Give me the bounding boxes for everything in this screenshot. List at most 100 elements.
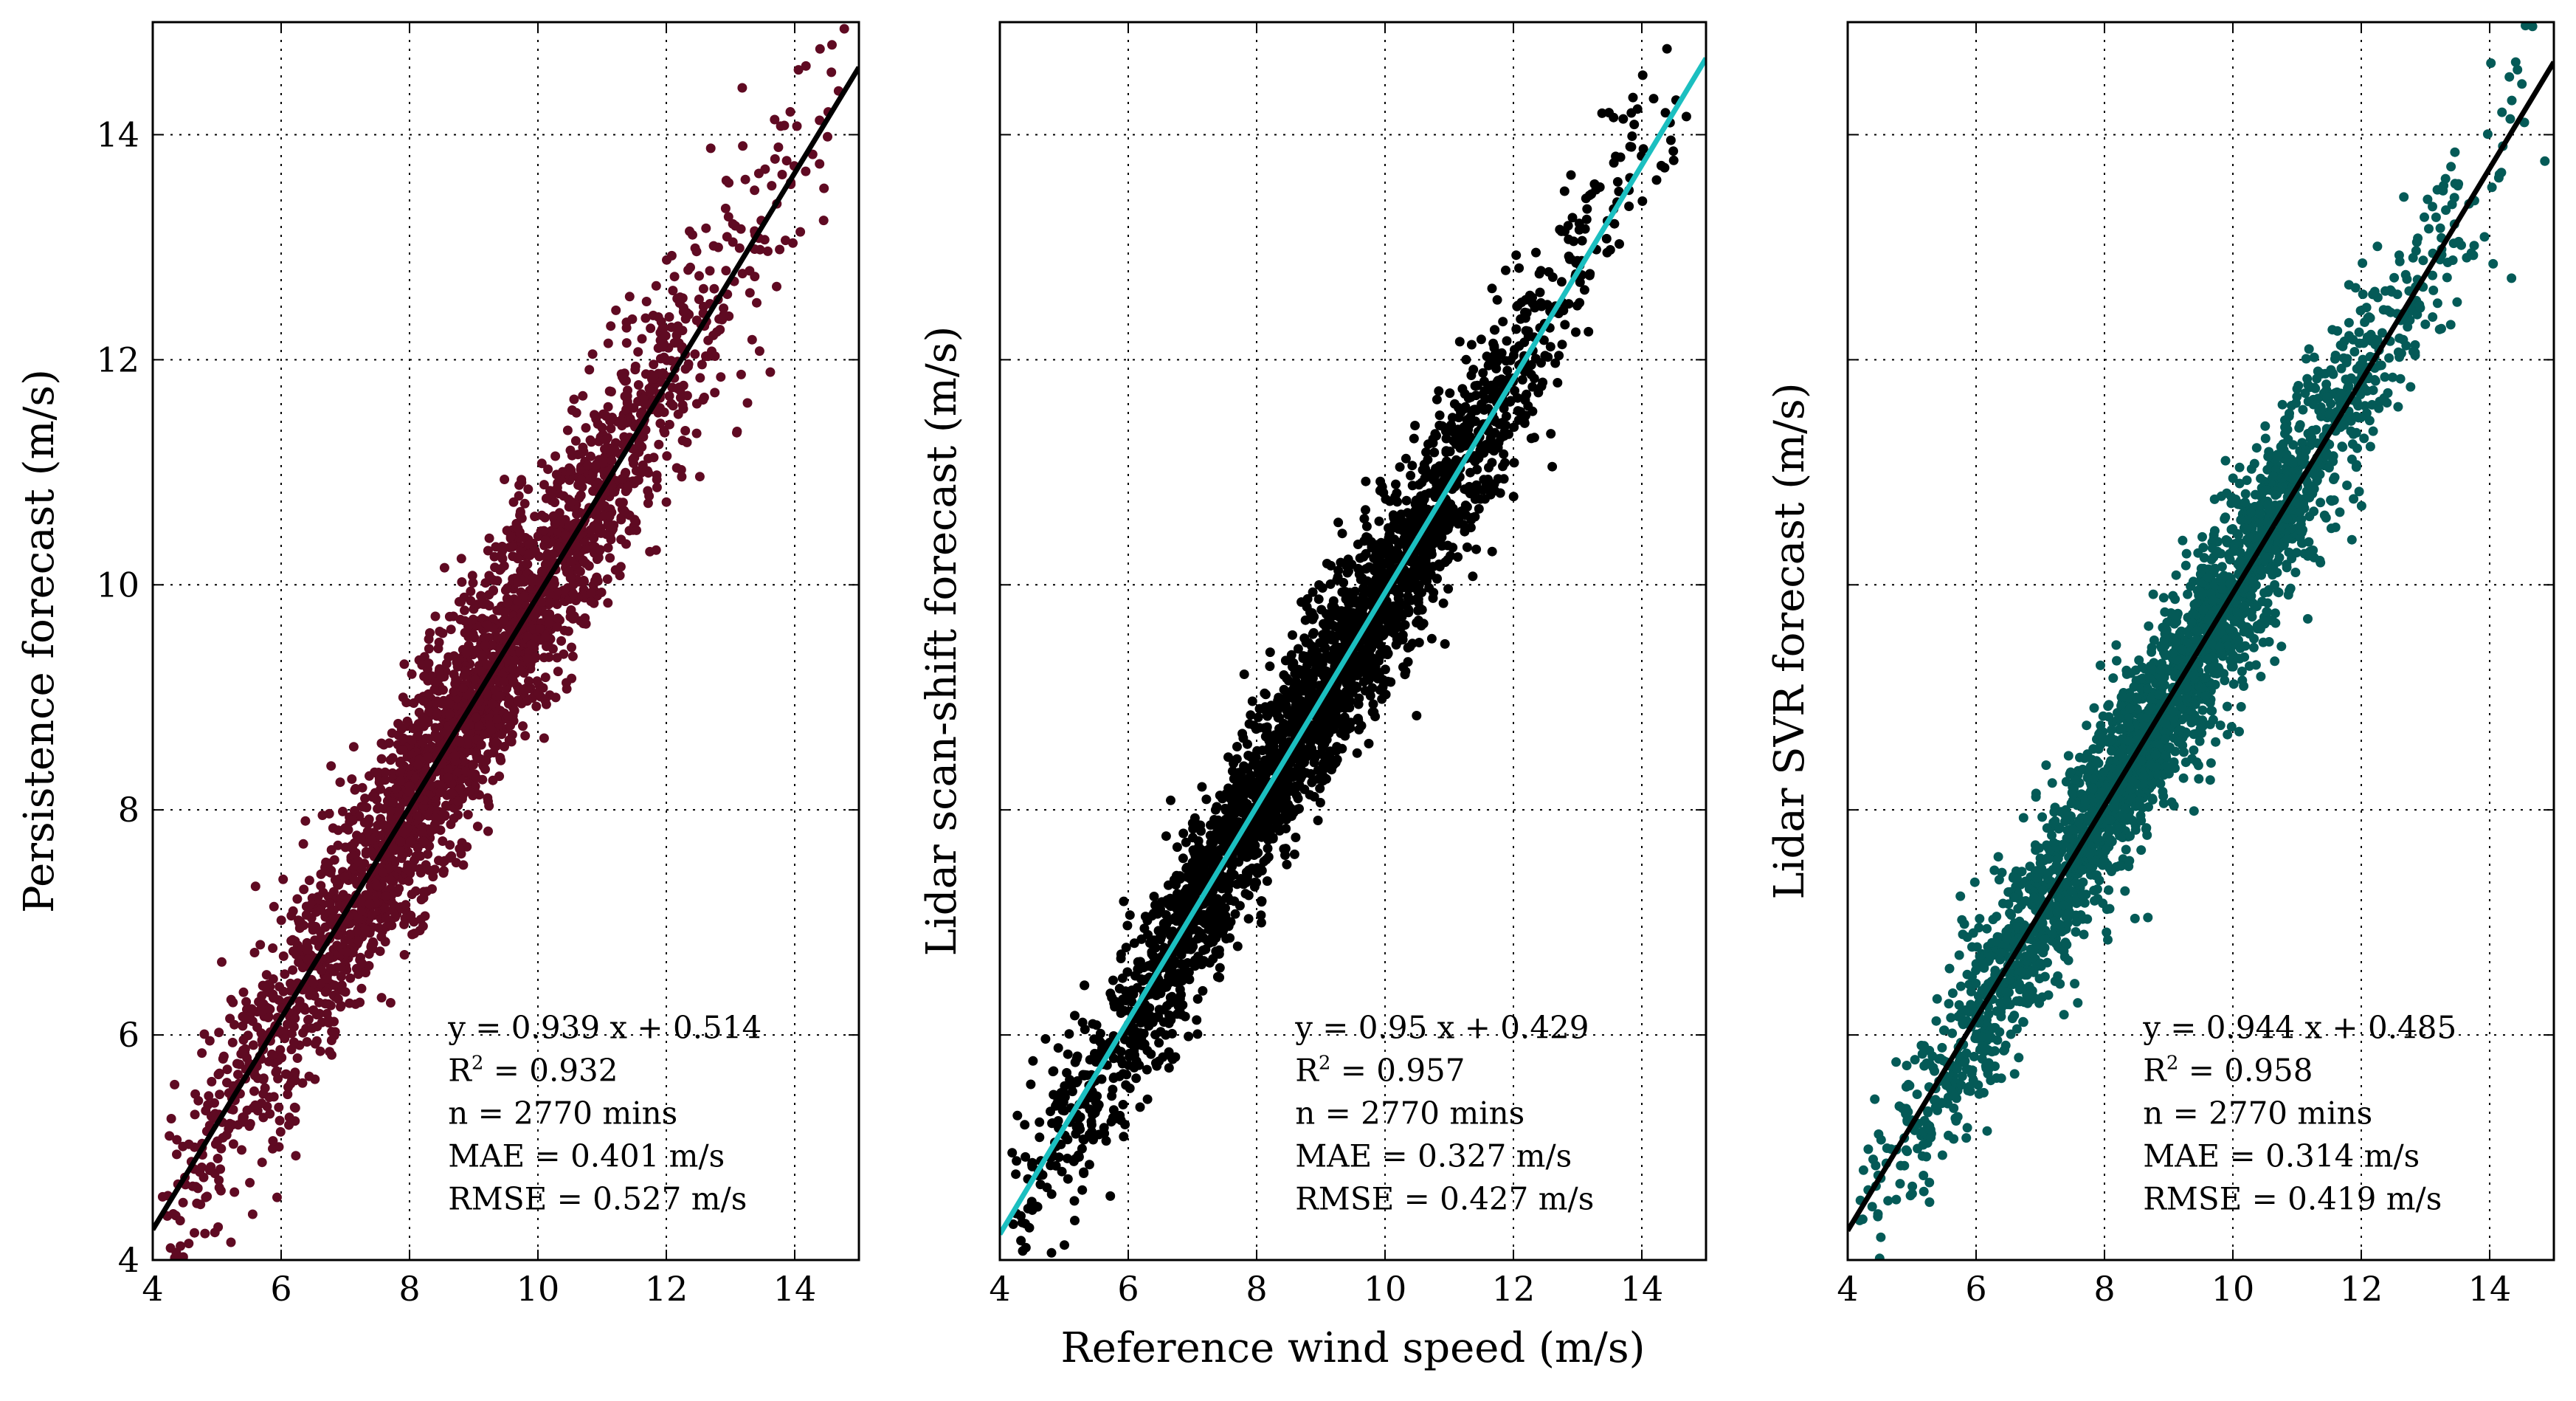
data-point [500, 475, 510, 484]
data-point [317, 810, 328, 820]
data-point [301, 910, 311, 920]
data-point [255, 940, 266, 950]
data-point [581, 619, 591, 629]
data-point [1063, 1174, 1073, 1184]
data-point [260, 1083, 270, 1093]
data-point [610, 565, 621, 575]
data-point [504, 695, 514, 705]
data-point [466, 586, 476, 596]
data-point [274, 1102, 284, 1112]
data-point [491, 542, 501, 552]
data-point [1313, 816, 1323, 825]
data-point [688, 230, 697, 240]
data-point [595, 545, 605, 555]
data-point [213, 1222, 224, 1232]
data-point [515, 506, 525, 517]
data-point [238, 1112, 248, 1123]
data-point [376, 993, 387, 1003]
data-point [1601, 233, 1612, 244]
data-point [1364, 738, 1374, 748]
data-point [248, 1040, 258, 1050]
data-point [655, 419, 666, 429]
data-point [603, 598, 613, 608]
data-point [1077, 1143, 1087, 1154]
data-point [1253, 712, 1263, 723]
data-point [567, 651, 578, 661]
data-point [445, 840, 455, 850]
data-point [432, 709, 442, 719]
data-point [1495, 488, 1505, 498]
data-point [264, 1003, 274, 1013]
data-point [1294, 804, 1304, 814]
data-point [659, 339, 669, 349]
data-point [1170, 957, 1181, 968]
data-point [484, 601, 494, 611]
data-point [368, 791, 379, 801]
data-point [519, 684, 529, 695]
data-point [526, 639, 536, 650]
data-point [1337, 587, 1347, 597]
data-point [662, 255, 671, 265]
data-point [304, 1071, 314, 1081]
data-point [1129, 938, 1139, 949]
data-point [695, 373, 705, 383]
data-point [286, 1044, 297, 1055]
data-point [337, 985, 348, 996]
data-point [1614, 186, 1624, 196]
data-point [565, 612, 576, 622]
data-point [390, 784, 401, 794]
data-point [1440, 638, 1450, 649]
data-point [1569, 236, 1579, 247]
data-point [719, 310, 729, 320]
data-point [1423, 455, 1433, 465]
data-point [1067, 1087, 1077, 1097]
data-point [522, 631, 532, 641]
data-point [480, 640, 490, 650]
data-point [1286, 650, 1296, 660]
data-point [1462, 542, 1472, 552]
data-point [1420, 489, 1430, 500]
data-point [1615, 239, 1624, 249]
data-point [570, 436, 581, 446]
data-point [1359, 514, 1370, 524]
data-point [433, 644, 443, 654]
data-point [632, 525, 641, 535]
data-point [826, 67, 837, 78]
data-point [1016, 1236, 1026, 1246]
data-point [680, 426, 691, 436]
data-point [553, 667, 563, 677]
data-point [1418, 465, 1428, 475]
data-point [1421, 447, 1432, 458]
data-point [342, 947, 352, 957]
data-point [720, 203, 731, 213]
data-point [380, 767, 390, 777]
data-point [1057, 1166, 1067, 1177]
data-point [324, 951, 334, 962]
data-point [379, 819, 389, 830]
data-point [1240, 889, 1251, 899]
data-point [1514, 341, 1524, 351]
data-point [325, 867, 336, 878]
data-point [669, 272, 680, 282]
data-point [1668, 155, 1679, 165]
data-point [328, 912, 339, 923]
data-point [723, 212, 733, 222]
data-point [754, 346, 764, 357]
data-point [1501, 411, 1511, 421]
data-point [166, 1114, 176, 1123]
data-point [1527, 382, 1538, 392]
data-point [381, 913, 391, 923]
data-point [1460, 484, 1470, 495]
data-point [316, 881, 326, 891]
data-point [587, 349, 598, 359]
data-point [815, 115, 825, 125]
data-point [444, 698, 455, 709]
data-point [508, 497, 519, 507]
data-point [402, 864, 412, 875]
data-point [567, 642, 576, 653]
data-point [1223, 752, 1233, 763]
data-point [274, 1115, 285, 1126]
data-point [572, 509, 582, 519]
data-point [677, 400, 688, 410]
data-point [215, 1164, 226, 1174]
